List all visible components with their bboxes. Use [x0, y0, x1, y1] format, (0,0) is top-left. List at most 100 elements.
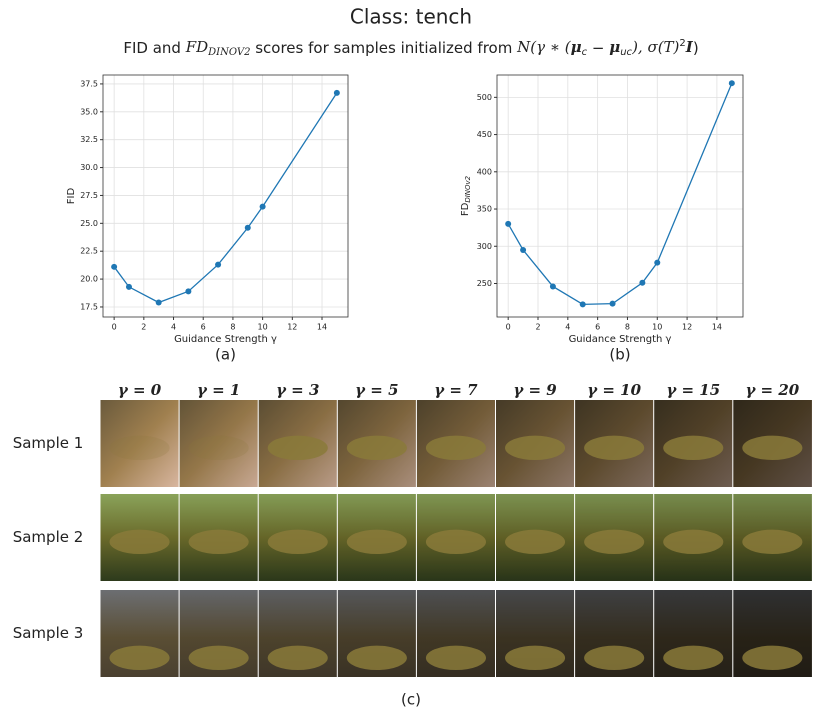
data-point — [125, 283, 132, 290]
subtitle-part: uc — [620, 47, 632, 58]
subtitle-part: DINOV2 — [207, 47, 250, 58]
subtitle-part: μ — [571, 38, 582, 56]
y-tick-label: 400 — [477, 167, 492, 176]
caption: (c) — [401, 691, 421, 709]
subtitle-part: 2 — [679, 38, 685, 49]
x-tick-label: 0 — [112, 323, 117, 332]
y-tick-label: 27.5 — [80, 191, 98, 200]
row-label: Sample 1 — [13, 434, 84, 452]
fish — [267, 645, 328, 671]
data-point — [639, 279, 646, 286]
axes-frame — [496, 74, 744, 318]
sample-image — [100, 400, 180, 487]
y-axis-label-main: FD — [460, 202, 471, 216]
fish — [742, 435, 803, 461]
title: Class: tench — [350, 5, 472, 29]
fish — [663, 529, 724, 555]
subtitle-part: − — [587, 39, 609, 57]
data-point — [520, 246, 527, 253]
subtitle-part: FID and — [123, 39, 185, 57]
fish — [188, 645, 249, 671]
fish — [425, 529, 487, 555]
data-point — [549, 283, 556, 290]
data-line — [507, 82, 733, 305]
y-tick-label: 350 — [477, 205, 492, 214]
fish — [425, 645, 487, 671]
image-shade — [179, 400, 259, 487]
data-point — [505, 220, 512, 227]
subtitle-part: N(γ ∗ ( — [516, 38, 572, 56]
row-label: Sample 3 — [13, 624, 84, 642]
fish — [425, 435, 487, 461]
y-axis-label-main: FID — [66, 188, 77, 205]
y-tick-label: 30.0 — [80, 163, 98, 172]
column-label: γ = 5 — [355, 381, 398, 399]
x-axis-label: Guidance Strength γ — [569, 334, 672, 345]
x-tick-label: 8 — [230, 323, 235, 332]
column-label: γ = 15 — [666, 381, 720, 399]
subtitle-part: ), σ(T) — [631, 38, 679, 56]
fish — [109, 645, 170, 671]
y-tick-label: 35.0 — [80, 107, 98, 116]
column-label: γ = 10 — [587, 381, 641, 399]
fish — [109, 529, 170, 555]
subtitle-part: ) — [693, 39, 699, 57]
fish — [267, 435, 328, 461]
row-label: Sample 2 — [13, 528, 84, 546]
y-axis-label: FDDINOv2 — [460, 175, 472, 216]
axes-frame — [102, 74, 349, 318]
x-tick-label: 10 — [258, 323, 268, 332]
data-point — [185, 288, 192, 295]
subtitle-part: c — [582, 47, 588, 58]
data-point — [654, 259, 661, 266]
fish — [346, 645, 407, 671]
subtitle-part: scores for samples initialized from — [250, 39, 517, 57]
data-point — [333, 89, 340, 96]
caption: (a) — [215, 346, 236, 364]
x-tick-label: 8 — [625, 323, 630, 332]
fish — [504, 529, 566, 555]
fish — [109, 435, 170, 461]
y-tick-label: 450 — [477, 130, 492, 139]
x-tick-label: 10 — [652, 323, 662, 332]
column-label: γ = 0 — [118, 381, 162, 399]
data-point — [579, 301, 586, 308]
x-tick-label: 0 — [506, 323, 511, 332]
y-tick-label: 22.5 — [80, 247, 98, 256]
x-tick-label: 4 — [171, 323, 176, 332]
fish — [742, 529, 803, 555]
subtitle-part: μ — [609, 38, 620, 56]
subtitle: FID and FDDINOV2 scores for samples init… — [123, 38, 698, 58]
fish — [663, 435, 724, 461]
data-point — [728, 80, 735, 87]
x-tick-label: 2 — [141, 323, 146, 332]
caption: (b) — [609, 346, 630, 364]
fish — [346, 529, 407, 555]
x-axis-label: Guidance Strength γ — [174, 334, 277, 345]
column-label: γ = 9 — [513, 381, 557, 399]
fish — [346, 435, 407, 461]
fish — [584, 645, 645, 671]
x-tick-label: 4 — [565, 323, 570, 332]
data-point — [259, 203, 266, 210]
column-label: γ = 3 — [276, 381, 319, 399]
y-tick-label: 250 — [477, 279, 492, 288]
data-point — [609, 300, 616, 307]
y-tick-label: 17.5 — [80, 302, 98, 311]
subtitle-part: FD — [185, 38, 208, 56]
x-tick-label: 12 — [682, 323, 692, 332]
x-tick-label: 14 — [712, 323, 722, 332]
data-point — [111, 263, 118, 270]
fish — [504, 645, 566, 671]
x-tick-label: 14 — [317, 323, 327, 332]
fish — [663, 645, 724, 671]
y-axis-label: FID — [66, 188, 77, 205]
sample-image — [179, 400, 259, 487]
fish — [742, 645, 803, 671]
y-tick-label: 500 — [477, 93, 492, 102]
y-tick-label: 300 — [477, 242, 492, 251]
y-tick-label: 37.5 — [80, 79, 98, 88]
y-tick-label: 32.5 — [80, 135, 98, 144]
column-label: γ = 1 — [197, 381, 240, 399]
fish — [267, 529, 328, 555]
